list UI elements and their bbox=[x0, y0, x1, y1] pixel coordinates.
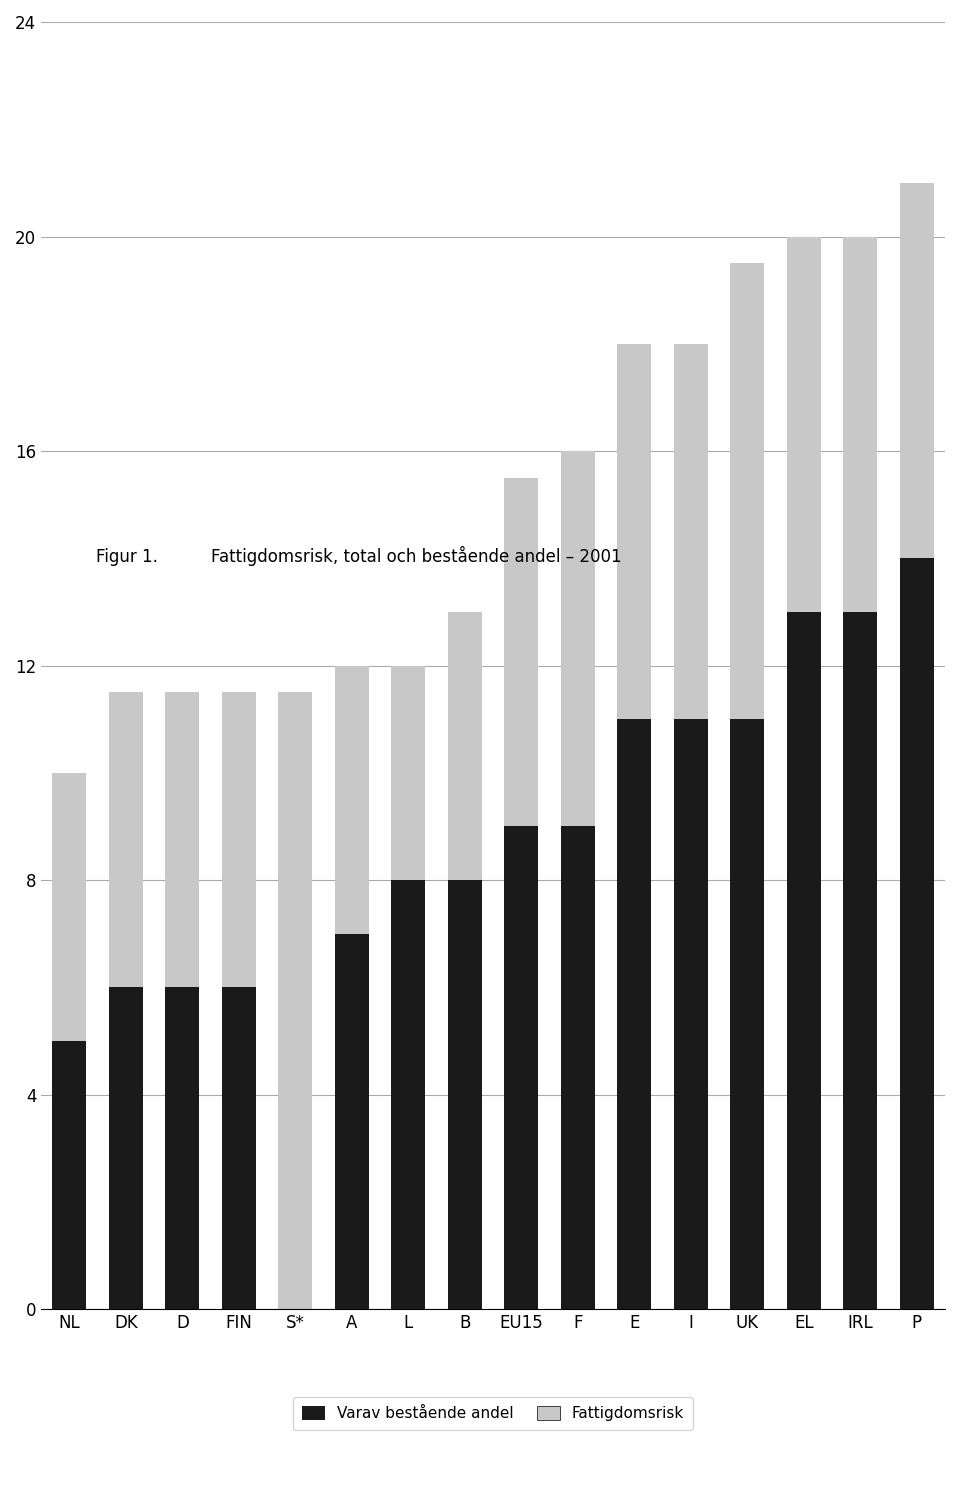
Bar bbox=[53, 772, 86, 1309]
Text: Fattigdomsrisk, total och bestående andel – 2001: Fattigdomsrisk, total och bestående ande… bbox=[211, 546, 622, 566]
Bar bbox=[165, 988, 200, 1309]
Bar bbox=[787, 612, 821, 1309]
Bar bbox=[335, 665, 369, 1309]
Bar bbox=[561, 451, 595, 1309]
Bar bbox=[617, 344, 651, 1309]
Bar bbox=[108, 692, 143, 1309]
Bar bbox=[674, 719, 708, 1309]
Bar bbox=[335, 933, 369, 1309]
Bar bbox=[222, 988, 255, 1309]
Bar bbox=[108, 988, 143, 1309]
Bar bbox=[843, 612, 877, 1309]
Bar bbox=[392, 665, 425, 1309]
Bar bbox=[392, 881, 425, 1309]
Bar bbox=[617, 719, 651, 1309]
Text: Figur 1.: Figur 1. bbox=[96, 547, 157, 566]
Bar bbox=[787, 237, 821, 1309]
Legend: Varav bestående andel, Fattigdomsrisk: Varav bestående andel, Fattigdomsrisk bbox=[293, 1396, 693, 1430]
Bar bbox=[448, 612, 482, 1309]
Bar bbox=[900, 182, 934, 1309]
Bar bbox=[448, 881, 482, 1309]
Bar bbox=[843, 237, 877, 1309]
Bar bbox=[504, 478, 539, 1309]
Bar bbox=[222, 692, 255, 1309]
Bar bbox=[504, 826, 539, 1309]
Bar bbox=[165, 692, 200, 1309]
Bar bbox=[674, 344, 708, 1309]
Bar bbox=[53, 1041, 86, 1309]
Bar bbox=[731, 719, 764, 1309]
Bar bbox=[900, 558, 934, 1309]
Bar bbox=[278, 692, 312, 1309]
Bar bbox=[731, 264, 764, 1309]
Bar bbox=[561, 826, 595, 1309]
